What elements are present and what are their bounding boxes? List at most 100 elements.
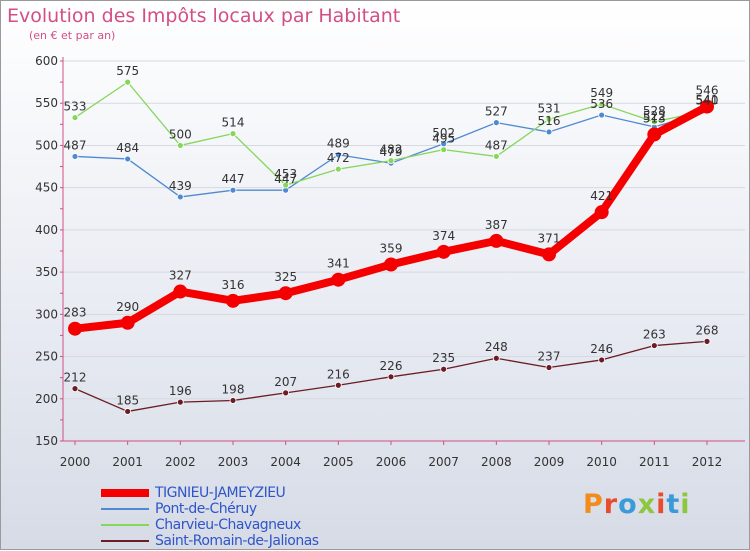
data-point xyxy=(598,100,606,108)
data-label: 484 xyxy=(116,141,139,155)
legend-item: Saint-Romain-de-Jalionas xyxy=(101,533,319,549)
data-point xyxy=(545,128,553,136)
data-point xyxy=(331,272,346,287)
legend-swatch xyxy=(101,540,149,542)
y-tick-label: 450 xyxy=(35,181,58,195)
data-point xyxy=(334,165,342,173)
data-label: 531 xyxy=(538,101,561,115)
legend-swatch xyxy=(101,524,149,526)
data-point xyxy=(650,118,658,126)
chart-title: Evolution des Impôts locaux par Habitant xyxy=(7,5,401,27)
legend-item: Pont-de-Chéruy xyxy=(101,501,319,517)
data-label: 212 xyxy=(64,371,87,385)
y-tick-label: 600 xyxy=(35,54,58,68)
data-label: 327 xyxy=(169,269,192,283)
data-label: 216 xyxy=(327,367,350,381)
data-point xyxy=(700,99,714,114)
x-tick-label: 2005 xyxy=(323,455,354,469)
data-label: 482 xyxy=(380,143,403,157)
data-point xyxy=(71,114,79,121)
data-label: 290 xyxy=(116,300,139,314)
data-point xyxy=(334,381,342,389)
data-label: 528 xyxy=(643,104,666,118)
data-label: 549 xyxy=(590,86,613,100)
legend-label: Saint-Romain-de-Jalionas xyxy=(155,533,319,549)
legend-item: Charvieu-Chavagneux xyxy=(101,517,319,533)
x-tick-label: 2008 xyxy=(481,455,512,469)
x-tick-label: 2012 xyxy=(692,455,723,469)
data-label: 237 xyxy=(538,350,561,364)
data-label: 495 xyxy=(432,132,455,146)
data-label: 500 xyxy=(169,127,192,141)
data-label: 359 xyxy=(380,242,403,256)
data-point xyxy=(282,389,290,397)
data-point xyxy=(440,365,448,373)
data-label: 489 xyxy=(327,137,350,151)
data-label: 533 xyxy=(64,100,87,114)
data-label: 246 xyxy=(590,342,613,356)
data-point xyxy=(176,142,184,149)
legend-swatch xyxy=(101,489,149,497)
data-point xyxy=(71,385,79,393)
data-label: 387 xyxy=(485,218,508,232)
data-label: 575 xyxy=(116,64,139,78)
y-tick-label: 150 xyxy=(35,434,58,448)
data-point xyxy=(598,356,606,364)
data-label: 316 xyxy=(222,278,245,292)
data-point xyxy=(440,146,448,154)
y-tick-label: 400 xyxy=(35,223,58,237)
data-point xyxy=(387,157,395,165)
data-point xyxy=(278,286,293,301)
data-label: 447 xyxy=(274,172,297,186)
legend-label: Charvieu-Chavagneux xyxy=(155,517,301,533)
y-tick-label: 500 xyxy=(35,138,58,152)
data-point xyxy=(229,186,237,194)
data-label: 196 xyxy=(169,384,192,398)
chart-subtitle: (en € et par an) xyxy=(29,29,116,42)
data-point xyxy=(703,337,711,345)
data-label: 198 xyxy=(222,382,245,396)
data-label: 341 xyxy=(327,257,350,271)
data-point xyxy=(492,354,500,362)
data-point xyxy=(282,181,290,189)
data-point xyxy=(598,111,606,119)
data-label: 374 xyxy=(432,229,455,243)
data-label: 447 xyxy=(222,172,245,186)
data-label: 325 xyxy=(274,270,297,284)
data-point xyxy=(68,321,82,336)
data-point xyxy=(124,78,132,86)
data-label: 536 xyxy=(590,97,613,111)
data-point xyxy=(542,247,556,262)
legend: TIGNIEU-JAMEYZIEU Pont-de-Chéruy Charvieu-… xyxy=(101,485,319,549)
data-point xyxy=(545,364,553,371)
data-point xyxy=(120,315,135,330)
data-label: 487 xyxy=(485,138,508,152)
data-label: 522 xyxy=(643,109,666,123)
data-point xyxy=(229,397,237,404)
data-point xyxy=(647,127,662,142)
data-label: 248 xyxy=(485,340,508,354)
y-tick-label: 200 xyxy=(35,392,58,406)
data-label: 472 xyxy=(327,151,350,165)
data-label: 513 xyxy=(643,111,666,125)
data-point xyxy=(71,153,79,160)
legend-label: Pont-de-Chéruy xyxy=(155,501,257,517)
data-point xyxy=(176,193,184,201)
data-label: 453 xyxy=(274,167,297,181)
data-label: 479 xyxy=(380,145,403,159)
data-label: 235 xyxy=(432,351,455,365)
data-label: 514 xyxy=(222,116,245,130)
data-label: 487 xyxy=(64,138,87,152)
data-label: 516 xyxy=(538,114,561,128)
data-label: 540 xyxy=(696,94,719,108)
data-point xyxy=(334,151,342,159)
data-label: 439 xyxy=(169,179,192,193)
data-point xyxy=(650,342,658,349)
data-point xyxy=(176,398,184,406)
data-label: 268 xyxy=(696,323,719,337)
data-label: 207 xyxy=(274,375,297,389)
x-tick-label: 2011 xyxy=(639,455,670,469)
x-tick-label: 2007 xyxy=(428,455,459,469)
